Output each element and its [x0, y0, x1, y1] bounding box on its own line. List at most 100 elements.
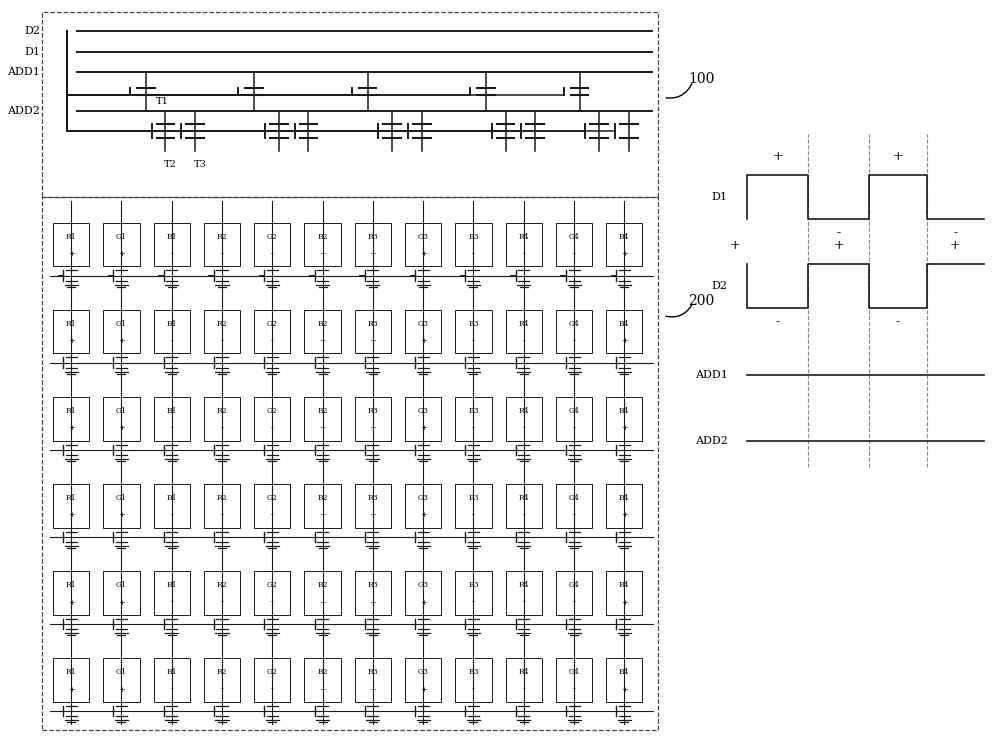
Text: G1: G1 [116, 320, 127, 328]
Bar [154, 571, 190, 614]
Text: -: - [573, 511, 575, 519]
Bar [355, 658, 391, 702]
Text: G3: G3 [418, 407, 429, 415]
Text: G2: G2 [267, 407, 278, 415]
Text: +: + [420, 511, 427, 519]
Bar [103, 397, 140, 441]
Text: R4: R4 [518, 407, 529, 415]
Text: ADD1: ADD1 [695, 370, 727, 380]
Text: -: - [472, 511, 475, 519]
Text: +: + [68, 337, 75, 345]
Bar [304, 223, 341, 266]
Bar [405, 658, 441, 702]
Bar [53, 658, 89, 702]
Text: -: - [221, 250, 223, 258]
Bar [405, 223, 441, 266]
Text: +: + [319, 511, 326, 519]
Text: B2: B2 [317, 407, 328, 415]
Text: B4: B4 [619, 320, 630, 328]
Bar [53, 223, 89, 266]
Text: G2: G2 [267, 233, 278, 240]
Text: -: - [271, 337, 274, 345]
Text: +: + [369, 686, 376, 694]
Text: T2: T2 [164, 160, 177, 169]
Text: -: - [472, 599, 475, 606]
Text: +: + [118, 337, 125, 345]
Text: -: - [170, 686, 173, 694]
Text: -: - [271, 511, 274, 519]
Bar [304, 571, 341, 614]
Bar [506, 310, 542, 353]
Text: R1: R1 [66, 320, 76, 328]
Bar [455, 658, 492, 702]
Text: R1: R1 [66, 494, 76, 502]
Bar [154, 484, 190, 528]
Text: +: + [621, 250, 628, 258]
Bar [204, 484, 240, 528]
Text: +: + [319, 599, 326, 606]
Text: +: + [621, 686, 628, 694]
Bar [254, 571, 290, 614]
Bar [103, 223, 140, 266]
Bar [154, 310, 190, 353]
Text: G1: G1 [116, 407, 127, 415]
Text: 100: 100 [688, 72, 714, 86]
Text: G4: G4 [569, 581, 579, 589]
Bar [254, 223, 290, 266]
Text: G2: G2 [267, 581, 278, 589]
Text: B2: B2 [317, 494, 328, 502]
Text: B4: B4 [619, 581, 630, 589]
Text: +: + [369, 599, 376, 606]
Text: R3: R3 [368, 581, 378, 589]
Text: +: + [118, 250, 125, 258]
Bar [556, 484, 592, 528]
Text: G1: G1 [116, 494, 127, 502]
Text: +: + [319, 424, 326, 433]
Text: B4: B4 [619, 407, 630, 415]
Text: R2: R2 [217, 407, 227, 415]
Text: R3: R3 [368, 407, 378, 415]
Text: +: + [319, 686, 326, 694]
Text: -: - [271, 599, 274, 606]
Text: +: + [319, 250, 326, 258]
Bar [455, 223, 492, 266]
Text: B3: B3 [468, 320, 479, 328]
Text: -: - [573, 250, 575, 258]
Text: R4: R4 [518, 581, 529, 589]
Bar [556, 223, 592, 266]
Text: R3: R3 [368, 320, 378, 328]
Text: B3: B3 [468, 669, 479, 676]
Bar [556, 658, 592, 702]
Bar [254, 310, 290, 353]
Text: -: - [472, 686, 475, 694]
Bar [405, 397, 441, 441]
Text: D1: D1 [24, 47, 40, 56]
Text: R2: R2 [217, 581, 227, 589]
Text: +: + [621, 511, 628, 519]
Text: R1: R1 [66, 581, 76, 589]
Text: B3: B3 [468, 581, 479, 589]
Bar [556, 310, 592, 353]
Text: -: - [221, 424, 223, 433]
Text: -: - [573, 337, 575, 345]
Text: B4: B4 [619, 494, 630, 502]
Text: -: - [271, 686, 274, 694]
Text: -: - [522, 599, 525, 606]
Text: -: - [573, 424, 575, 433]
Text: R4: R4 [518, 320, 529, 328]
Text: -: - [522, 337, 525, 345]
Bar [506, 484, 542, 528]
Text: R3: R3 [368, 669, 378, 676]
Text: +: + [950, 239, 961, 252]
Bar [254, 658, 290, 702]
Text: +: + [118, 686, 125, 694]
Text: -: - [221, 599, 223, 606]
Bar [455, 484, 492, 528]
Bar [53, 571, 89, 614]
Text: B1: B1 [166, 320, 177, 328]
Text: -: - [170, 250, 173, 258]
Bar [53, 310, 89, 353]
Bar [204, 658, 240, 702]
Text: +: + [420, 686, 427, 694]
Text: R2: R2 [217, 669, 227, 676]
